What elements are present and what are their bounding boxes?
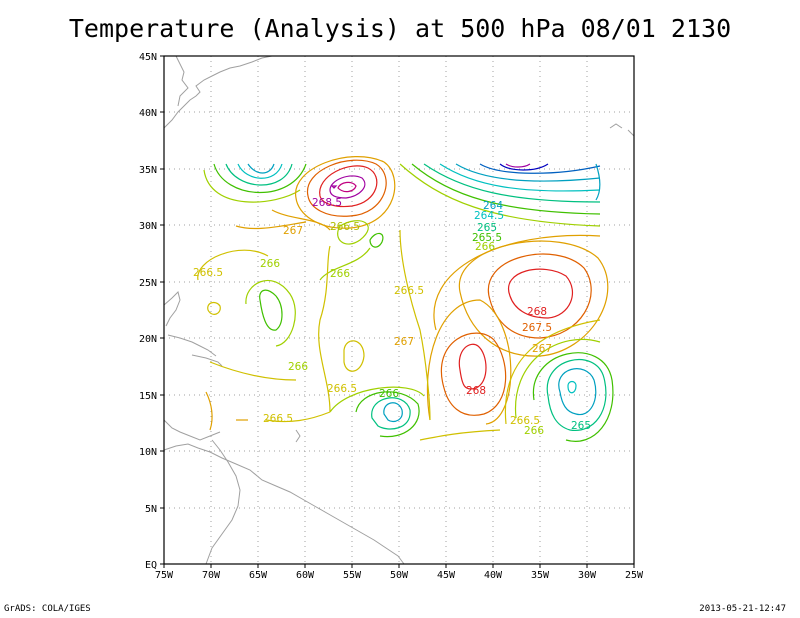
contour-label: 267 bbox=[283, 225, 303, 237]
lon-tick-label: 40W bbox=[484, 570, 503, 581]
contour-label: 266 bbox=[475, 241, 495, 253]
contour-label: 268 bbox=[466, 385, 486, 397]
lon-tick-label: 25W bbox=[625, 570, 644, 581]
coastlines bbox=[163, 55, 635, 565]
lat-tick-label: 5N bbox=[145, 504, 157, 515]
lat-tick-label: 30N bbox=[139, 221, 157, 232]
lat-tick-label: 15N bbox=[139, 391, 157, 402]
contour-label: 267 bbox=[532, 343, 552, 355]
contour-label: 266 bbox=[524, 425, 544, 437]
lat-tick-label: 40N bbox=[139, 108, 157, 119]
contour-labels: 268.5 267 266.5 264 264.5 265 265.5 266 … bbox=[193, 197, 591, 437]
contour-label: 266.5 bbox=[510, 415, 540, 427]
contour-label: 266.5 bbox=[330, 221, 360, 233]
lon-tick-label: 70W bbox=[202, 570, 221, 581]
contour-label: 268.5 bbox=[312, 197, 342, 209]
contour-label: 266 bbox=[379, 388, 399, 400]
lat-tick-label: EQ bbox=[145, 560, 157, 571]
contour-label: 266.5 bbox=[327, 383, 357, 395]
footer-credit: GrADS: COLA/IGES bbox=[4, 604, 91, 614]
contour-label: 266 bbox=[330, 268, 350, 280]
temperature-contours bbox=[197, 156, 614, 442]
contour-label: 264.5 bbox=[474, 210, 504, 222]
contour-label: 265 bbox=[477, 222, 497, 234]
lon-tick-labels: 75W 70W 65W 60W 55W 50W 45W 40W 35W 30W … bbox=[155, 570, 644, 581]
footer-timestamp: 2013-05-21-12:47 bbox=[699, 604, 786, 614]
lat-tick-label: 10N bbox=[139, 447, 157, 458]
contour-label: 266.5 bbox=[193, 267, 223, 279]
contour-label: 267 bbox=[394, 336, 414, 348]
map-title: Temperature (Analysis) at 500 hPa 08/01 … bbox=[68, 14, 732, 43]
grid bbox=[164, 56, 634, 564]
lon-tick-label: 35W bbox=[531, 570, 550, 581]
lon-tick-label: 65W bbox=[249, 570, 268, 581]
lon-tick-label: 60W bbox=[296, 570, 315, 581]
contour-label: 268 bbox=[527, 306, 547, 318]
lon-tick-label: 45W bbox=[437, 570, 456, 581]
plot-area bbox=[164, 56, 634, 564]
contour-label: 265 bbox=[571, 420, 591, 432]
contour-label: 266.5 bbox=[263, 413, 293, 425]
lat-tick-label: 35N bbox=[139, 165, 157, 176]
lat-tick-label: 45N bbox=[139, 52, 157, 63]
lon-tick-label: 55W bbox=[343, 570, 362, 581]
lon-tick-label: 50W bbox=[390, 570, 409, 581]
contour-label: 266.5 bbox=[394, 285, 424, 297]
contour-label: 266 bbox=[260, 258, 280, 270]
tick-marks bbox=[160, 55, 635, 568]
lon-tick-label: 30W bbox=[578, 570, 597, 581]
lat-tick-label: 25N bbox=[139, 278, 157, 289]
lat-tick-labels: 45N 40N 35N 30N 25N 20N 15N 10N 5N EQ bbox=[139, 52, 157, 571]
contour-label: 265.5 bbox=[472, 232, 502, 244]
lat-tick-label: 20N bbox=[139, 334, 157, 345]
lon-tick-label: 75W bbox=[155, 570, 174, 581]
contour-label: 266 bbox=[288, 361, 308, 373]
contour-label: 267.5 bbox=[522, 322, 552, 334]
contour-label: 264 bbox=[483, 200, 503, 212]
